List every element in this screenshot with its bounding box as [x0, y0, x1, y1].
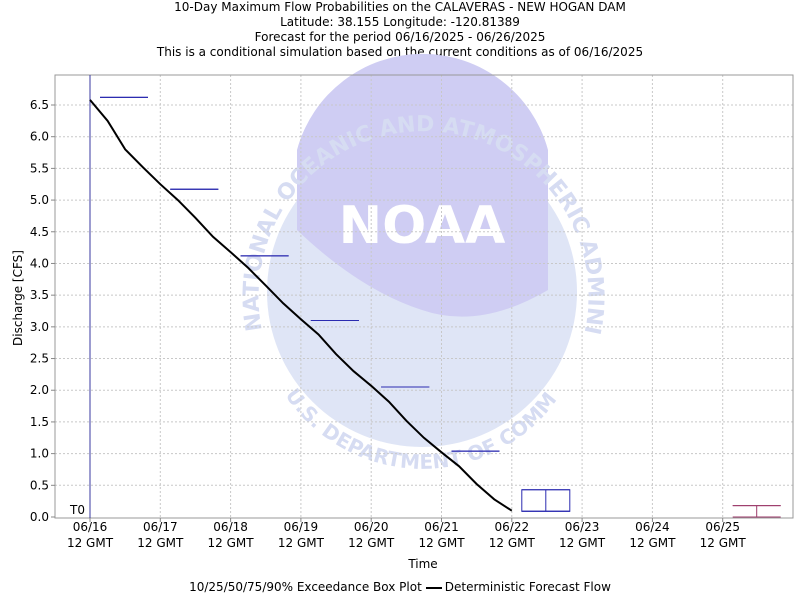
plot-frame-border — [54, 74, 794, 519]
boxplot-series — [100, 96, 781, 518]
y-tick-label: 6.0 — [30, 130, 49, 144]
x-tick-date: 06/24 — [635, 520, 670, 534]
x-tick-date: 06/16 — [73, 520, 108, 534]
y-tick-label: 2.5 — [30, 352, 49, 366]
t0-label: T0 — [69, 503, 85, 517]
chart-legend: 10/25/50/75/90% Exceedance Box Plot Deter… — [0, 580, 800, 594]
x-tick-time: 12 GMT — [278, 536, 325, 550]
x-tick-time: 12 GMT — [700, 536, 747, 550]
x-tick-date: 06/25 — [705, 520, 740, 534]
legend-line-swatch — [425, 586, 442, 589]
chart-grid — [55, 75, 793, 518]
x-tick-date: 06/22 — [495, 520, 530, 534]
y-tick-label: 4.5 — [30, 225, 49, 239]
watermark-agency: NOAA — [339, 196, 506, 256]
y-axis-ticks: 0.0 0.5 1.0 1.5 2.0 2.5 3.0 3.5 4.0 4.5 5.0 5.5 6.0 6… — [30, 98, 55, 524]
forecast-line — [89, 99, 513, 512]
y-tick-label: 4.0 — [30, 256, 49, 270]
chart-title: 10-Day Maximum Flow Probabilities on the… — [174, 0, 626, 14]
x-tick-time: 12 GMT — [208, 536, 255, 550]
legend-boxplot-label: 10/25/50/75/90% Exceedance Box Plot — [189, 580, 422, 594]
x-axis-ticks: 06/16 12 GMT 06/17 12 GMT 06/18 12 GMT 06/19 12… — [67, 518, 746, 550]
x-tick-time: 12 GMT — [629, 536, 676, 550]
x-tick-time: 12 GMT — [418, 536, 465, 550]
x-tick-date: 06/21 — [424, 520, 459, 534]
y-tick-label: 2.0 — [30, 383, 49, 397]
chart-note: This is a conditional simulation based o… — [156, 45, 644, 59]
legend-line-label: Deterministic Forecast Flow — [444, 580, 611, 594]
x-tick-time: 12 GMT — [67, 536, 114, 550]
chart-location: Latitude: 38.155 Longitude: -120.81389 — [280, 15, 520, 29]
x-tick-time: 12 GMT — [348, 536, 395, 550]
chart-period: Forecast for the period 06/16/2025 - 06/… — [254, 30, 546, 44]
plot-area — [54, 74, 794, 519]
x-tick-date: 06/18 — [213, 520, 248, 534]
y-tick-label: 1.0 — [30, 447, 49, 461]
y-tick-label: 3.0 — [30, 320, 49, 334]
x-tick-date: 06/19 — [284, 520, 319, 534]
y-tick-label: 5.0 — [30, 193, 49, 207]
x-tick-time: 12 GMT — [489, 536, 536, 550]
watermark-bird — [297, 53, 548, 317]
y-tick-label: 1.5 — [30, 415, 49, 429]
x-tick-time: 12 GMT — [559, 536, 606, 550]
x-tick-date: 06/20 — [354, 520, 389, 534]
y-tick-label: 0.5 — [30, 478, 49, 492]
y-tick-label: 5.5 — [30, 161, 49, 175]
y-tick-label: 3.5 — [30, 288, 49, 302]
x-tick-time: 12 GMT — [137, 536, 184, 550]
y-axis-label: Discharge [CFS] — [11, 250, 25, 346]
forecast-series — [89, 99, 513, 512]
y-tick-label: 6.5 — [30, 98, 49, 112]
x-tick-date: 06/17 — [143, 520, 178, 534]
x-tick-date: 06/23 — [565, 520, 600, 534]
chart-title-block: 10-Day Maximum Flow Probabilities on the… — [0, 0, 800, 75]
y-tick-label: 0.0 — [30, 510, 49, 524]
x-axis-label: Time — [407, 557, 437, 571]
